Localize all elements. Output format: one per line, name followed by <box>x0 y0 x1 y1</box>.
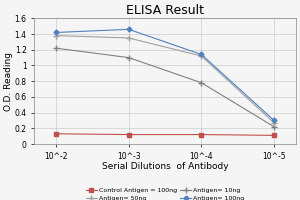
Antigen= 100ng <box>54 31 58 34</box>
Line: Antigen= 100ng: Antigen= 100ng <box>54 28 276 122</box>
Y-axis label: O.D. Reading: O.D. Reading <box>4 52 13 111</box>
Line: Antigen= 10ng: Antigen= 10ng <box>53 45 277 129</box>
Antigen= 50ng <box>54 34 58 37</box>
Antigen= 10ng <box>272 126 276 128</box>
Antigen= 50ng <box>200 55 203 57</box>
X-axis label: Serial Dilutions  of Antibody: Serial Dilutions of Antibody <box>102 162 228 171</box>
Title: ELISA Result: ELISA Result <box>126 4 204 17</box>
Antigen= 50ng <box>127 37 130 39</box>
Control Antigen = 100ng <box>54 133 58 135</box>
Antigen= 100ng <box>127 28 130 31</box>
Antigen= 100ng <box>272 119 276 122</box>
Line: Antigen= 50ng: Antigen= 50ng <box>53 33 277 126</box>
Control Antigen = 100ng <box>200 133 203 136</box>
Legend: Control Antigen = 100ng, Antigen= 50ng, Antigen= 10ng, Antigen= 100ng: Control Antigen = 100ng, Antigen= 50ng, … <box>86 187 244 200</box>
Antigen= 10ng <box>127 56 130 59</box>
Antigen= 10ng <box>200 82 203 84</box>
Control Antigen = 100ng <box>272 134 276 137</box>
Antigen= 50ng <box>272 122 276 124</box>
Antigen= 100ng <box>200 53 203 56</box>
Line: Control Antigen = 100ng: Control Antigen = 100ng <box>54 132 276 137</box>
Antigen= 10ng <box>54 47 58 49</box>
Control Antigen = 100ng <box>127 133 130 136</box>
